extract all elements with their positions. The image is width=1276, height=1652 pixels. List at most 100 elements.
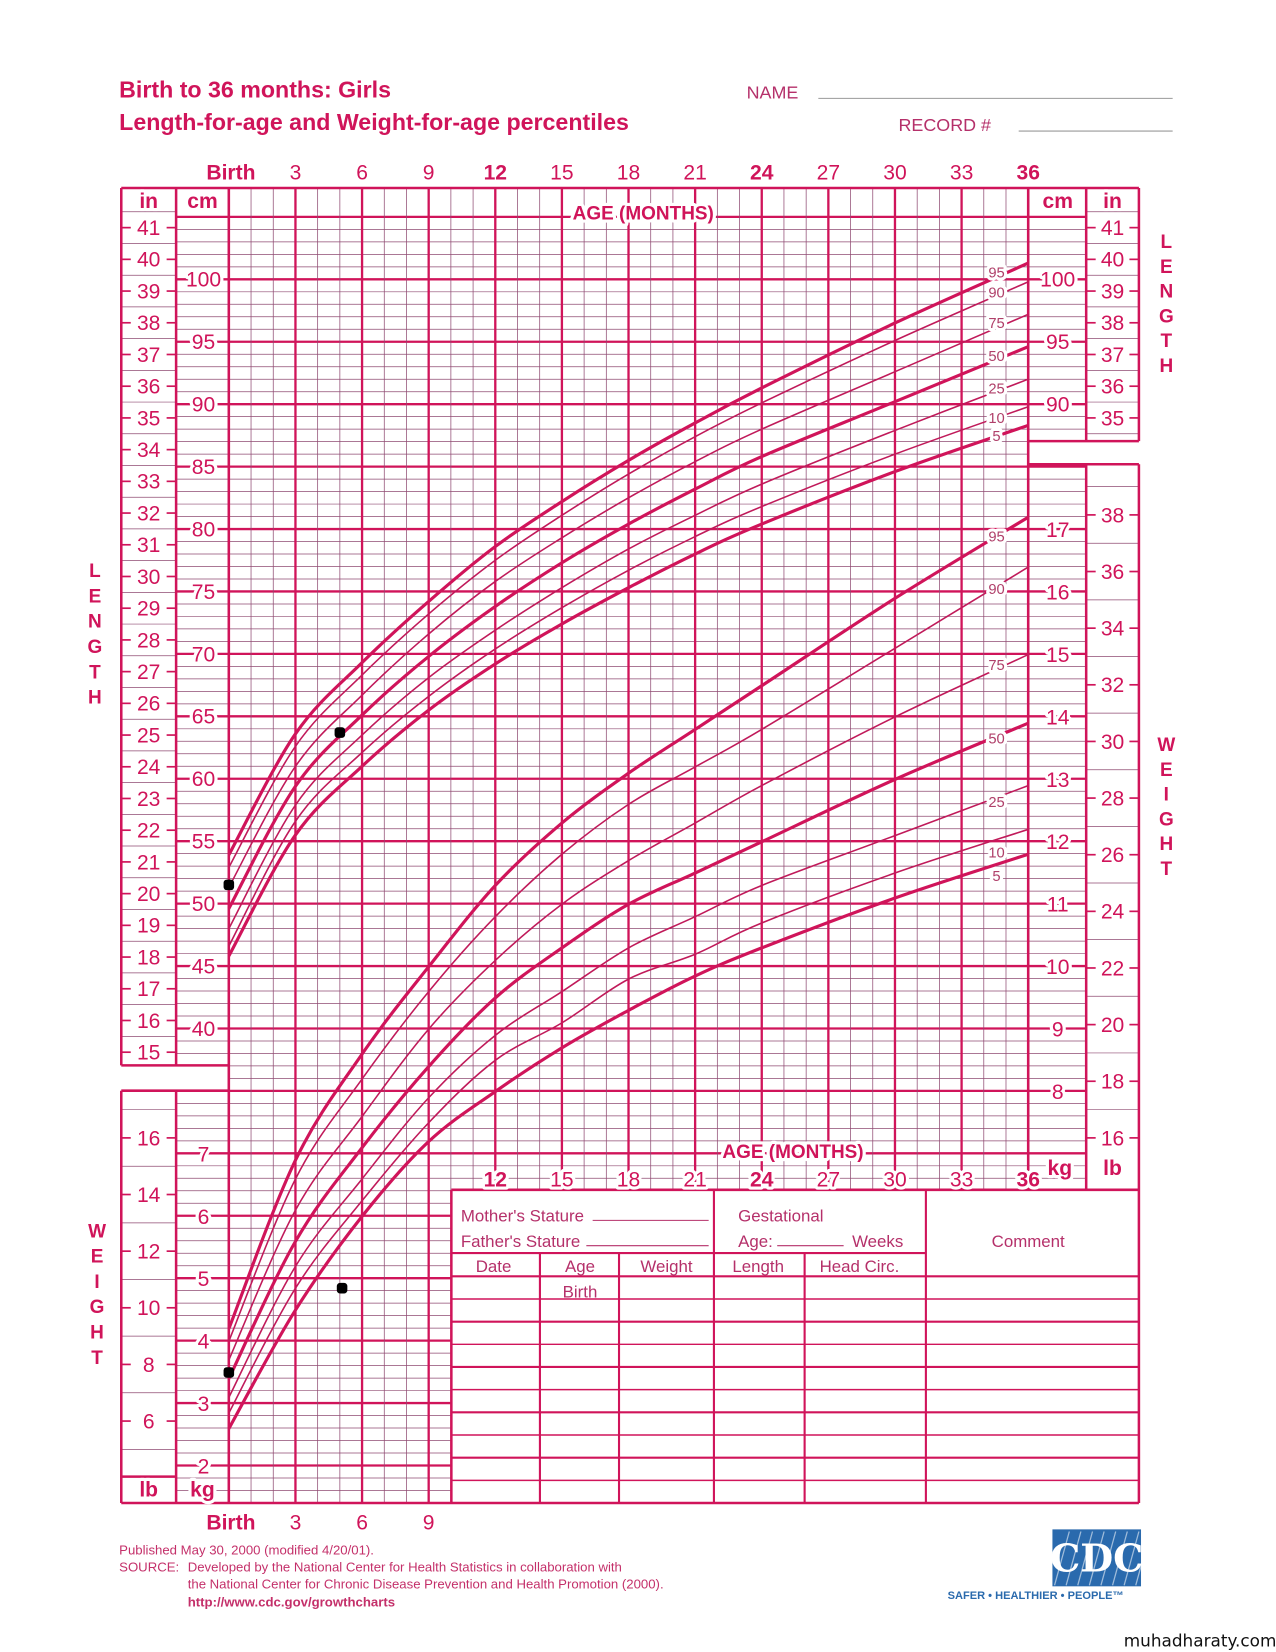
length-curve-p5	[227, 423, 1029, 957]
age-tick-label: 12	[484, 1169, 507, 1192]
inch-tick-label: 29	[137, 598, 160, 621]
record-table: Mother's Stature Father's Stature Gestatio…	[451, 1189, 1139, 1504]
inch-tick-label: 24	[137, 756, 161, 779]
weight-curve-p5	[227, 852, 1029, 1430]
age-tick-label: 6	[356, 162, 368, 185]
kg-tick-label: 17	[1046, 519, 1069, 542]
weight-percentile-label-10: 10	[988, 846, 1004, 862]
age-tick-label: 30	[883, 162, 906, 185]
record-label: RECORD #	[898, 115, 991, 135]
inch-tick-label: 35	[137, 407, 160, 430]
name-label: NAME	[747, 82, 799, 102]
lb-tick-label: 24	[1101, 901, 1125, 924]
table-column-header: Length	[732, 1257, 784, 1276]
length-side-label-letter: H	[88, 688, 102, 709]
cm-tick-label: 95	[192, 331, 215, 354]
length-percentile-label-95: 95	[988, 266, 1004, 282]
inch-tick-label: 31	[137, 534, 160, 557]
weight-data-point	[336, 1282, 348, 1294]
weight-side-label-letter: T	[1161, 859, 1173, 880]
length-curve-p90	[228, 281, 1029, 868]
inch-tick-label: 39	[1101, 280, 1124, 303]
lb-tick-label: 22	[1101, 957, 1124, 980]
page-text: Birth to 36 months: Girls Length-for-age …	[119, 76, 1276, 1650]
age-tick-label: 24	[750, 162, 774, 185]
weight-side-label-letter: H	[90, 1323, 104, 1344]
cm-tick-label: 80	[192, 518, 215, 541]
age-tick-label: 30	[883, 1169, 906, 1192]
weight-curve-p75	[228, 653, 1029, 1361]
kg-tick-label: 10	[1046, 956, 1069, 979]
lb-tick-label: 8	[143, 1354, 155, 1377]
source-label: SOURCE:	[119, 1560, 179, 1575]
weight-side-label-letter: G	[1159, 809, 1174, 830]
age-tick-label: 18	[617, 1169, 640, 1192]
weight-side-label-letter: G	[90, 1297, 105, 1318]
kg-tick-label: 13	[1046, 769, 1069, 792]
cdc-logo-text: CDC	[1050, 1536, 1143, 1581]
length-percentile-label-10: 10	[988, 411, 1004, 427]
source-url-link[interactable]: http://www.cdc.gov/growthcharts	[188, 1594, 395, 1609]
age-tick-label: 27	[817, 1169, 840, 1192]
age-tick-label: 6	[356, 1511, 368, 1534]
chart-title: Birth to 36 months: Girls	[119, 76, 391, 102]
kg-tick-label: 8	[1052, 1081, 1064, 1104]
lb-tick-label: 16	[1101, 1127, 1124, 1150]
inch-tick-label: 27	[137, 661, 160, 684]
inch-tick-label: 28	[137, 629, 160, 652]
inch-tick-label: 20	[137, 883, 160, 906]
age-tick-label: 3	[290, 162, 302, 185]
length-curve-p10	[228, 405, 1029, 947]
kg-tick-label: 11	[1047, 894, 1069, 917]
age-tick-label: 27	[817, 162, 840, 185]
weight-side-label-letter: E	[91, 1247, 104, 1268]
length-curve-p95	[227, 261, 1029, 856]
comment-header: Comment	[992, 1232, 1065, 1251]
age-axis-title: AGE (MONTHS)	[573, 204, 714, 225]
age-tick-label: Birth	[206, 162, 255, 185]
age-tick-label: 12	[484, 162, 507, 185]
table-column-header: Age	[565, 1257, 595, 1276]
source-text: the National Center for Chronic Disease …	[188, 1576, 664, 1591]
age-axis-title: AGE (MONTHS)	[722, 1142, 863, 1163]
kg-tick-label: 12	[1046, 831, 1069, 854]
inch-tick-label: 19	[137, 915, 160, 938]
inch-tick-label: 38	[137, 312, 160, 335]
lb-unit-label: lb	[1103, 1157, 1122, 1180]
weight-curve-p95	[227, 515, 1030, 1330]
lb-tick-label: 38	[1101, 504, 1124, 527]
inch-tick-label: 35	[1101, 407, 1124, 430]
inch-unit-label: in	[139, 190, 158, 213]
mothers-stature-label: Mother's Stature	[461, 1206, 584, 1225]
age-tick-label: 15	[550, 162, 573, 185]
length-side-label-letter: T	[1161, 331, 1173, 352]
length-side-label-letter: L	[89, 561, 101, 582]
age-tick-label: 15	[550, 1169, 573, 1192]
length-percentile-label-25: 25	[988, 382, 1004, 398]
inch-tick-label: 22	[137, 820, 160, 843]
age-tick-label: 18	[617, 162, 640, 185]
kg-tick-label: 5	[198, 1268, 210, 1291]
length-data-point	[334, 727, 346, 738]
weight-curve-p10	[228, 828, 1029, 1414]
source-text: Developed by the National Center for Hea…	[188, 1560, 622, 1575]
inch-unit-label: in	[1103, 190, 1122, 213]
inch-tick-label: 34	[137, 439, 161, 462]
inch-tick-label: 38	[1101, 312, 1124, 335]
watermark: muhadharaty.com	[1124, 1630, 1276, 1650]
cdc-logo-stripe	[1111, 1531, 1128, 1586]
length-percentile-label-5: 5	[992, 429, 1000, 445]
weight-percentile-label-90: 90	[988, 582, 1004, 598]
age-tick-label: 33	[950, 1169, 973, 1192]
weight-percentile-label-25: 25	[988, 795, 1004, 811]
length-percentile-label-75: 75	[988, 316, 1004, 332]
cm-tick-label: 50	[192, 893, 215, 916]
lb-tick-label: 30	[1101, 731, 1124, 754]
table-column-header: Head Circ.	[820, 1257, 900, 1276]
fathers-stature-label: Father's Stature	[461, 1232, 580, 1251]
cdc-logo-stripe	[1088, 1531, 1105, 1586]
kg-tick-label: 16	[1046, 581, 1069, 604]
inch-tick-label: 15	[137, 1042, 160, 1065]
cdc-logo-stripe	[1077, 1531, 1094, 1586]
